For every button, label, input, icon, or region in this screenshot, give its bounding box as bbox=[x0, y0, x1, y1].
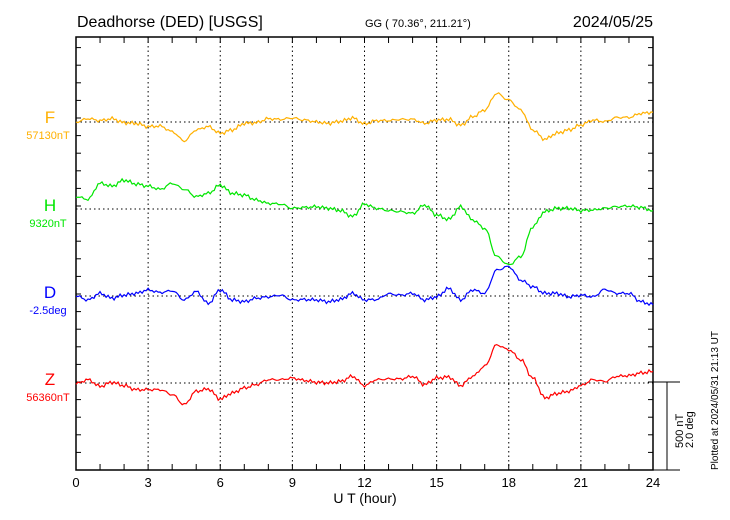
x-tick-label: 3 bbox=[145, 475, 152, 490]
station-title: Deadhorse (DED) [USGS] bbox=[77, 14, 263, 31]
series-name-f: F bbox=[45, 108, 55, 127]
plot-date: 2024/05/25 bbox=[573, 14, 653, 31]
station-coords: GG ( 70.36°, 211.21°) bbox=[365, 18, 471, 30]
series-baseline-f: 57130nT bbox=[26, 130, 70, 142]
x-tick-label: 0 bbox=[72, 475, 79, 490]
series-baseline-d: -2.5deg bbox=[29, 305, 66, 317]
grid-lines bbox=[76, 37, 653, 470]
scale-deg-label: 2.0 deg bbox=[684, 411, 696, 448]
plot-frame bbox=[75, 36, 654, 471]
series-baseline-h: 9320nT bbox=[29, 218, 67, 230]
x-tick-label: 12 bbox=[357, 475, 371, 490]
series-line-z bbox=[75, 343, 654, 406]
x-tick-label: 24 bbox=[646, 475, 660, 490]
plotted-at-label: Plotted at 2024/05/31 21:13 UT bbox=[710, 331, 721, 470]
series-name-h: H bbox=[44, 196, 56, 215]
series-name-d: D bbox=[44, 283, 56, 302]
x-tick-label: 9 bbox=[289, 475, 296, 490]
axis-ticks bbox=[76, 37, 653, 471]
x-axis-label: U T (hour) bbox=[333, 490, 396, 506]
scale-nt-label: 500 nT bbox=[674, 413, 686, 448]
x-tick-label: 6 bbox=[217, 475, 224, 490]
x-tick-label: 15 bbox=[429, 475, 443, 490]
series-baseline-z: 56360nT bbox=[26, 392, 70, 404]
series-line-f bbox=[75, 92, 654, 143]
x-tick-label: 21 bbox=[574, 475, 588, 490]
series-line-d bbox=[75, 265, 654, 307]
x-tick-label: 18 bbox=[502, 475, 516, 490]
series-name-z: Z bbox=[45, 370, 55, 389]
series-line-h bbox=[75, 177, 654, 266]
